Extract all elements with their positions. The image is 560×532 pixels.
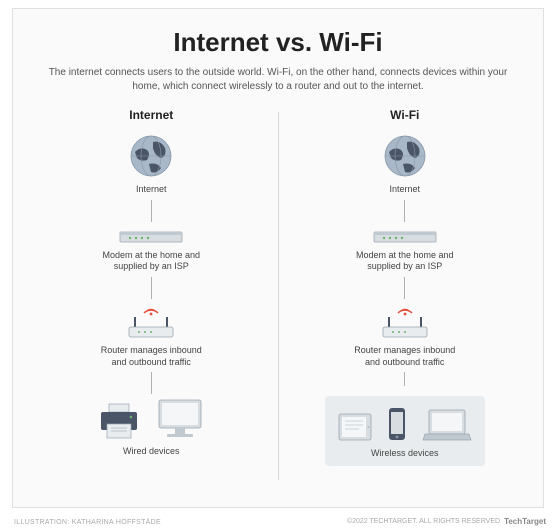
router-icon	[121, 303, 181, 341]
caption-internet: Internet	[389, 184, 420, 196]
printer-icon	[97, 402, 141, 440]
phone-icon	[387, 406, 407, 442]
wireless-devices-row	[337, 406, 473, 442]
infographic-card: Internet vs. Wi-Fi The internet connects…	[12, 8, 544, 508]
footer-copyright: ©2022 TECHTARGET. ALL RIGHTS RESERVED Te…	[347, 517, 546, 526]
caption-modem: Modem at the home and supplied by an ISP	[102, 250, 200, 273]
vertical-divider	[278, 112, 279, 480]
connector	[404, 200, 405, 222]
column-wifi: Wi-Fi Internet	[285, 108, 526, 506]
desktop-icon	[155, 398, 205, 440]
modem-icon	[370, 226, 440, 246]
node-router: Router manages inbound and outbound traf…	[354, 303, 455, 368]
connector	[404, 277, 405, 299]
router-icon	[375, 303, 435, 341]
connector	[151, 372, 152, 394]
caption-wireless: Wireless devices	[371, 448, 439, 460]
footer-credit: ILLUSTRATION: KATHARINA HOFFSTÄDE	[14, 519, 161, 526]
techtarget-logo: TechTarget	[504, 517, 546, 526]
node-globe: Internet	[381, 132, 429, 196]
node-globe: Internet	[127, 132, 175, 196]
caption-modem: Modem at the home and supplied by an ISP	[356, 250, 454, 273]
node-router: Router manages inbound and outbound traf…	[101, 303, 202, 368]
column-internet: Internet Internet	[31, 108, 272, 506]
caption-wired: Wired devices	[123, 446, 180, 458]
node-modem: Modem at the home and supplied by an ISP	[356, 226, 454, 273]
footer-copyright-text: ©2022 TECHTARGET. ALL RIGHTS RESERVED	[347, 518, 500, 525]
laptop-icon	[421, 408, 473, 442]
subtitle: The internet connects users to the outsi…	[43, 66, 513, 94]
main-title: Internet vs. Wi-Fi	[13, 27, 543, 58]
modem-icon	[116, 226, 186, 246]
col-heading-internet: Internet	[129, 108, 173, 122]
node-wired-devices: Wired devices	[97, 398, 205, 458]
wired-devices-row	[97, 398, 205, 440]
connector	[151, 200, 152, 222]
caption-router: Router manages inbound and outbound traf…	[354, 345, 455, 368]
globe-icon	[127, 132, 175, 180]
wireless-devices-box: Wireless devices	[325, 396, 485, 466]
caption-internet: Internet	[136, 184, 167, 196]
globe-icon	[381, 132, 429, 180]
caption-router: Router manages inbound and outbound traf…	[101, 345, 202, 368]
columns-container: Internet Internet	[13, 108, 543, 506]
tablet-icon	[337, 412, 373, 442]
node-modem: Modem at the home and supplied by an ISP	[102, 226, 200, 273]
col-heading-wifi: Wi-Fi	[390, 108, 419, 122]
connector	[404, 372, 405, 386]
connector	[151, 277, 152, 299]
